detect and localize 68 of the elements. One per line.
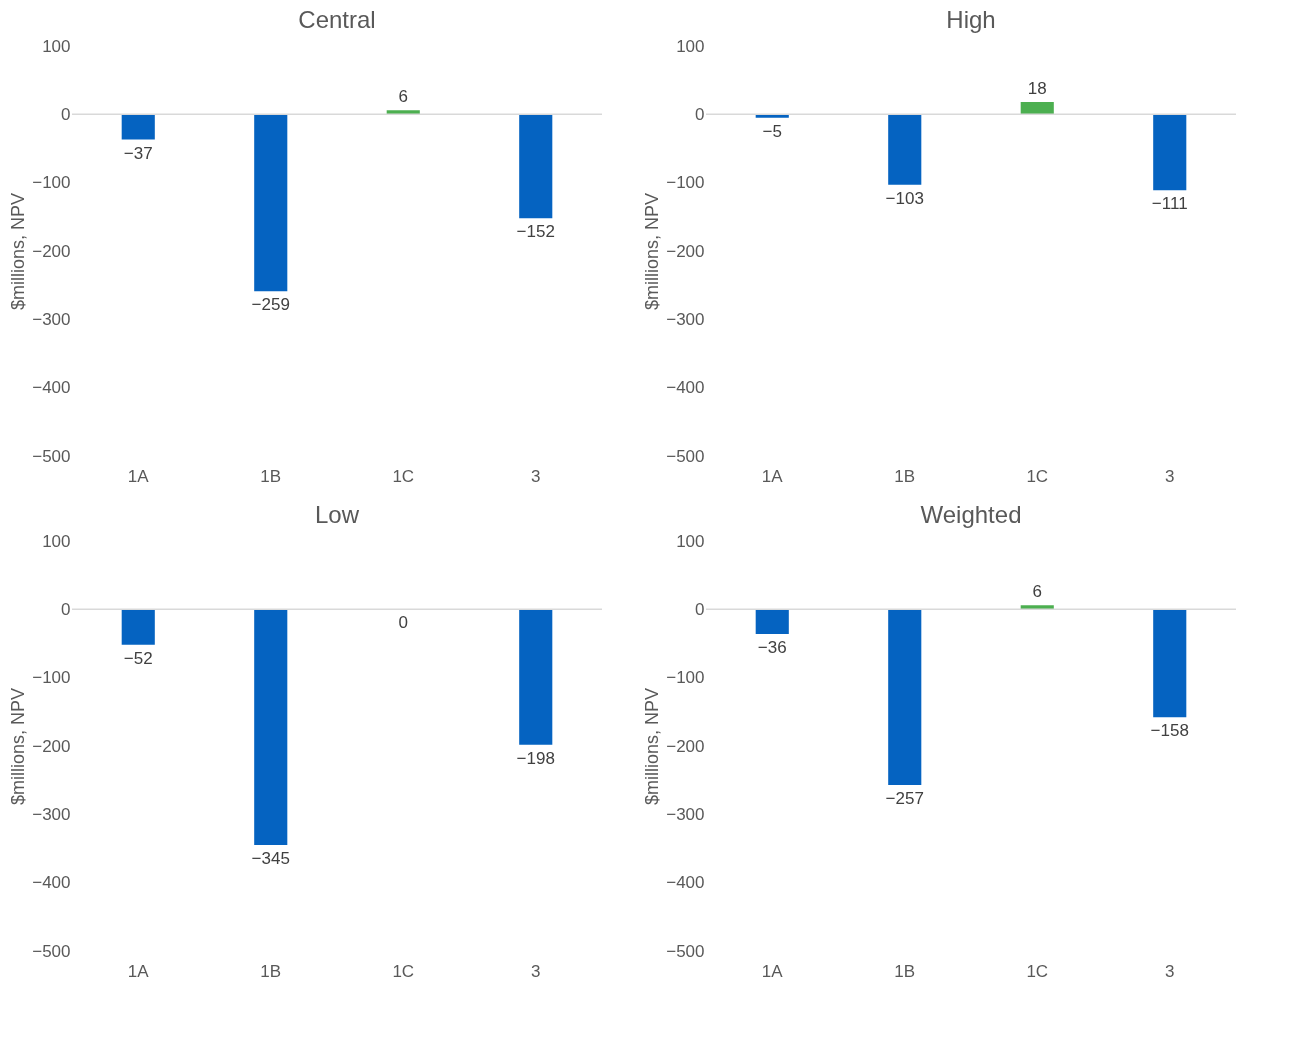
y-axis-title: $millions, NPV xyxy=(8,687,29,806)
x-tick-label: 1C xyxy=(392,466,415,486)
data-label: −36 xyxy=(757,637,787,657)
x-tick-label: 1C xyxy=(1026,961,1049,981)
y-tick-label: −400 xyxy=(32,873,71,893)
y-tick-label: −400 xyxy=(666,378,705,398)
x-tick-label: 1A xyxy=(127,961,150,981)
y-tick-label: −300 xyxy=(666,804,705,824)
chart-title: Low xyxy=(314,501,360,528)
y-tick-label: 100 xyxy=(42,531,71,551)
x-tick-label: 1B xyxy=(894,961,916,981)
x-tick-label: 1C xyxy=(1026,466,1049,486)
y-tick-label: −300 xyxy=(32,309,71,329)
data-label: −52 xyxy=(123,648,153,668)
y-tick-label: −100 xyxy=(32,173,71,193)
data-label: −259 xyxy=(251,295,290,315)
y-tick-label: −200 xyxy=(666,736,705,756)
y-tick-label: −100 xyxy=(32,668,71,688)
chart-title: High xyxy=(946,6,996,33)
y-axis-title: $millions, NPV xyxy=(8,192,29,311)
data-label: −111 xyxy=(1151,194,1188,214)
data-label: 6 xyxy=(398,87,408,107)
x-tick-label: 1C xyxy=(392,961,415,981)
x-tick-label: 1B xyxy=(894,466,916,486)
y-tick-label: −400 xyxy=(32,378,71,398)
data-label: −5 xyxy=(762,121,782,141)
y-tick-label: 0 xyxy=(61,599,71,619)
y-tick-label: 0 xyxy=(61,104,71,124)
x-tick-label: 1A xyxy=(761,466,784,486)
y-tick-label: 100 xyxy=(676,531,705,551)
x-tick-label: 3 xyxy=(531,961,541,981)
x-tick-label: 3 xyxy=(1165,466,1175,486)
data-label: 18 xyxy=(1027,79,1047,99)
y-tick-label: −300 xyxy=(666,309,705,329)
x-tick-label: 3 xyxy=(531,466,541,486)
y-tick-label: 100 xyxy=(42,36,71,56)
x-tick-label: 1A xyxy=(761,961,784,981)
y-tick-label: 100 xyxy=(676,36,705,56)
data-label: −198 xyxy=(516,748,555,768)
y-tick-label: −300 xyxy=(32,804,71,824)
x-tick-label: 3 xyxy=(1165,961,1175,981)
data-label: 0 xyxy=(398,613,408,633)
data-label: −152 xyxy=(516,222,555,242)
y-tick-label: −500 xyxy=(32,446,71,466)
y-tick-label: −400 xyxy=(666,873,705,893)
y-tick-label: −500 xyxy=(32,941,71,961)
y-tick-label: −500 xyxy=(666,446,705,466)
y-axis-title: $millions, NPV xyxy=(642,687,663,806)
y-tick-label: −200 xyxy=(32,241,71,261)
y-tick-label: 0 xyxy=(695,104,705,124)
y-axis-title: $millions, NPV xyxy=(642,192,663,311)
y-tick-label: −100 xyxy=(666,668,705,688)
y-tick-label: −200 xyxy=(32,736,71,756)
y-tick-label: −100 xyxy=(666,173,705,193)
data-label: 6 xyxy=(1032,582,1042,602)
data-label: −158 xyxy=(1150,721,1189,741)
x-tick-label: 1B xyxy=(260,466,282,486)
chart-title: Central xyxy=(298,6,376,33)
chart-title: Weighted xyxy=(920,501,1022,528)
x-tick-label: 1B xyxy=(260,961,282,981)
y-tick-label: −200 xyxy=(666,241,705,261)
x-tick-label: 1A xyxy=(127,466,150,486)
data-label: −103 xyxy=(885,188,924,208)
data-label: −37 xyxy=(123,143,153,163)
data-label: −257 xyxy=(885,788,924,808)
y-tick-label: −500 xyxy=(666,941,705,961)
data-label: −345 xyxy=(251,849,290,869)
y-tick-label: 0 xyxy=(695,599,705,619)
